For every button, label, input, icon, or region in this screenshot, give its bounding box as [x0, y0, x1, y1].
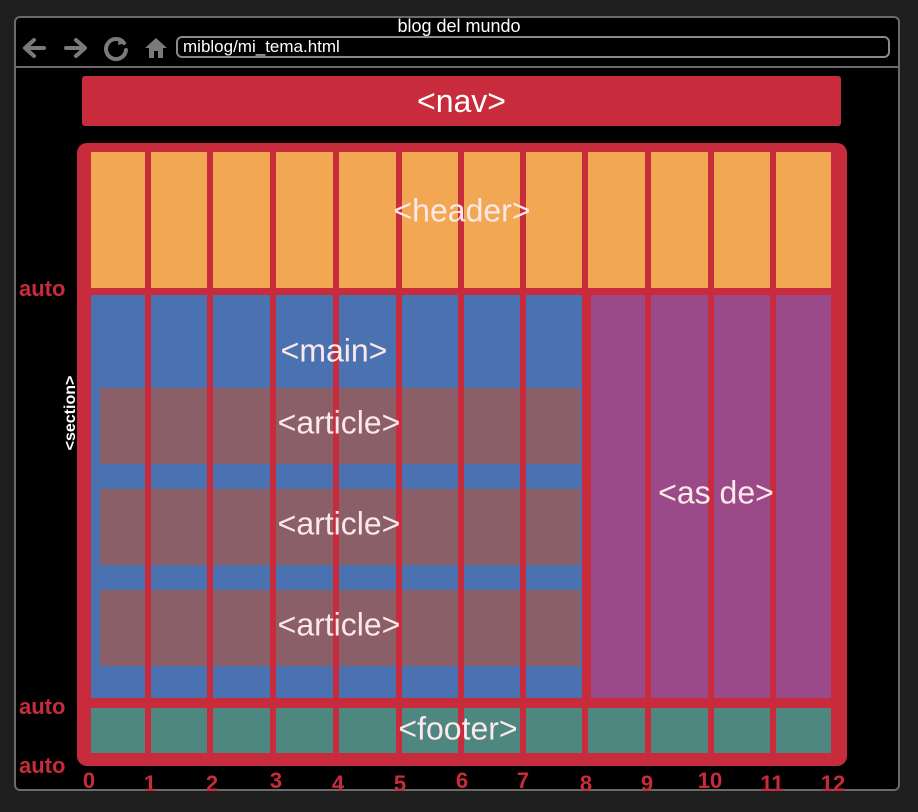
grid-column-line [396, 146, 402, 761]
url-bar[interactable]: miblog/mi_tema.html [176, 36, 890, 58]
grid-column-line [458, 146, 464, 761]
column-line-number: 8 [579, 771, 593, 796]
row-size-label: auto [19, 753, 66, 778]
forward-arrow-icon[interactable] [61, 33, 91, 63]
column-line-number: 3 [269, 768, 283, 793]
article-block [100, 590, 580, 666]
column-line-number: 11 [760, 771, 784, 796]
column-line-number: 4 [331, 771, 345, 796]
column-line-number: 0 [82, 768, 96, 793]
column-line-number: 2 [205, 771, 219, 796]
grid-column-line [582, 146, 588, 761]
header-label: <header> [393, 192, 531, 229]
home-icon[interactable] [141, 33, 171, 63]
grid-column-line [831, 146, 837, 761]
column-line-number: 5 [393, 771, 407, 796]
article-label: <article> [277, 404, 401, 441]
grid-column-line [770, 146, 776, 761]
column-line-number: 7 [516, 768, 530, 793]
column-line-number: 1 [143, 771, 157, 796]
column-line-number: 9 [640, 771, 654, 796]
article-block [100, 489, 580, 565]
nav-element: <nav> [82, 76, 841, 126]
article-label: <article> [277, 606, 401, 643]
row-size-label: auto [19, 276, 66, 301]
grid-column-line [708, 146, 714, 761]
footer-label: <footer> [398, 710, 518, 747]
grid-column-line [207, 146, 213, 761]
grid-column-line [520, 146, 526, 761]
grid-column-line [270, 146, 276, 761]
grid-column-line [333, 146, 339, 761]
grid-column-line [145, 146, 151, 761]
grid-column-line [645, 146, 651, 761]
reload-icon[interactable] [101, 33, 131, 63]
column-line-number: 10 [697, 768, 723, 793]
tab-title: blog del mundo [397, 16, 521, 36]
column-line-number: 6 [455, 768, 469, 793]
row-size-label: auto [19, 694, 66, 719]
grid-column-line [85, 146, 91, 761]
main-label: <main> [280, 332, 388, 369]
column-line-number: 12 [820, 771, 846, 796]
back-arrow-icon[interactable] [19, 33, 49, 63]
article-label: <article> [277, 505, 401, 542]
section-label: <section> [62, 375, 79, 451]
article-block [100, 388, 580, 464]
aside-label: <as de> [658, 474, 774, 511]
toolbar-divider [16, 66, 899, 68]
